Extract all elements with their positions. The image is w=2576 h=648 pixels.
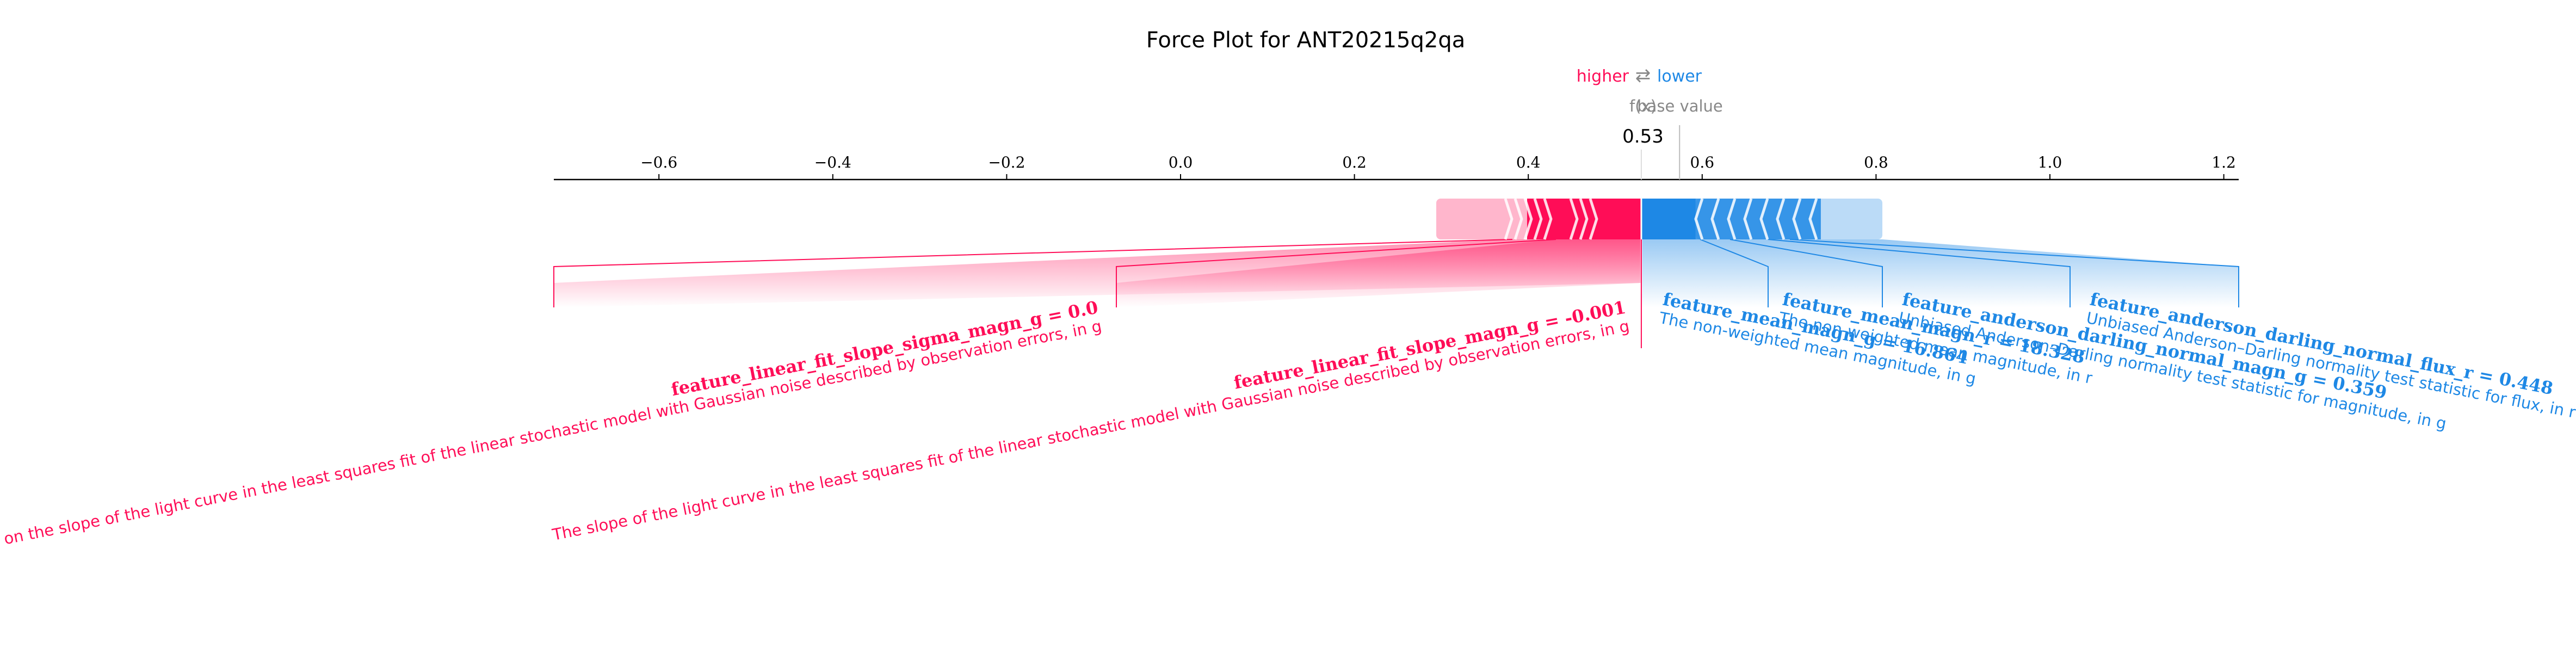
higher-bar bbox=[1527, 199, 1641, 239]
higher-bar-chevron bbox=[1543, 198, 1553, 240]
chart-title: Force Plot for ANT20215q2qa bbox=[1146, 28, 1465, 53]
x-tick-label: 1.2 bbox=[2211, 153, 2236, 171]
legend-lower-label: lower bbox=[1657, 67, 1702, 86]
legend-higher-label: higher bbox=[1577, 67, 1629, 86]
higher-bar-chevron bbox=[1533, 198, 1543, 240]
x-tick-label: 0.8 bbox=[1864, 153, 1888, 171]
lower-bar-segment bbox=[1695, 199, 1821, 239]
x-tick-label: −0.4 bbox=[814, 153, 851, 171]
legend-arrow-icon: ⇄ bbox=[1635, 65, 1651, 87]
lower-connector bbox=[1768, 239, 2071, 307]
higher-fan bbox=[554, 239, 1641, 307]
lower-bar-chevron bbox=[1694, 198, 1704, 240]
base-value-label: base value bbox=[1637, 97, 1723, 115]
lower-bar-chevron bbox=[1792, 198, 1802, 240]
force-bars bbox=[1436, 125, 1882, 348]
lower-bar-chevron bbox=[1776, 198, 1786, 240]
higher-bar-chevron bbox=[1569, 198, 1579, 240]
higher-bar-chevron bbox=[1514, 198, 1523, 240]
higher-connector bbox=[553, 239, 1513, 307]
x-tick-label: −0.2 bbox=[988, 153, 1025, 171]
feature-labels: feature_linear_fit_slope_sigma_magn_g = … bbox=[0, 289, 2576, 560]
higher-feature-label-0-description: The slope of the light curve in the leas… bbox=[550, 317, 1630, 544]
higher-bar-chevron bbox=[1523, 198, 1533, 240]
higher-feature-label-1-name: feature_linear_fit_slope_sigma_magn_g = … bbox=[669, 297, 1099, 400]
lower-bar-chevron bbox=[1743, 198, 1753, 240]
x-tick-label: 0.4 bbox=[1516, 153, 1541, 171]
lower-connector bbox=[1700, 239, 1769, 307]
higher-fan bbox=[1116, 239, 1641, 307]
x-axis: −0.6 −0.4 −0.2 0.0 0.2 0.4 0.6 0.8 1.0 1.2 bbox=[554, 153, 2239, 181]
higher-bar-chevron bbox=[1579, 198, 1589, 240]
lower-fan bbox=[1641, 239, 2239, 307]
lower-bar-chevron bbox=[1759, 198, 1769, 240]
higher-bar-chevron bbox=[1589, 198, 1598, 240]
higher-feature-label-1-group: feature_linear_fit_slope_sigma_magn_g = … bbox=[0, 297, 1103, 560]
lower-connector bbox=[1789, 239, 2239, 307]
label-connectors bbox=[553, 239, 2239, 307]
lower-bar-chevron bbox=[1727, 198, 1737, 240]
x-tick-label: 0.6 bbox=[1690, 153, 1715, 171]
higher-connector bbox=[1116, 239, 1556, 307]
lower-bar-chevron bbox=[1710, 198, 1720, 240]
output-value-label: 0.53 bbox=[1622, 126, 1664, 147]
lower-bar-chevron bbox=[1808, 198, 1818, 240]
fx-label: f(x) bbox=[1629, 97, 1657, 115]
x-tick-label: 0.0 bbox=[1169, 153, 1193, 171]
x-tick-label: 0.2 bbox=[1342, 153, 1367, 171]
lower-connector bbox=[1729, 239, 1883, 307]
higher-bar-chevron bbox=[1504, 198, 1514, 240]
lower-bar bbox=[1641, 199, 1696, 239]
x-tick-label: 1.0 bbox=[2038, 153, 2062, 171]
higher-feature-label-1-description: The err on the slope of the light curve … bbox=[0, 317, 1103, 560]
x-tick-label: −0.6 bbox=[640, 153, 677, 171]
higher-bar-tail bbox=[1436, 199, 1527, 239]
